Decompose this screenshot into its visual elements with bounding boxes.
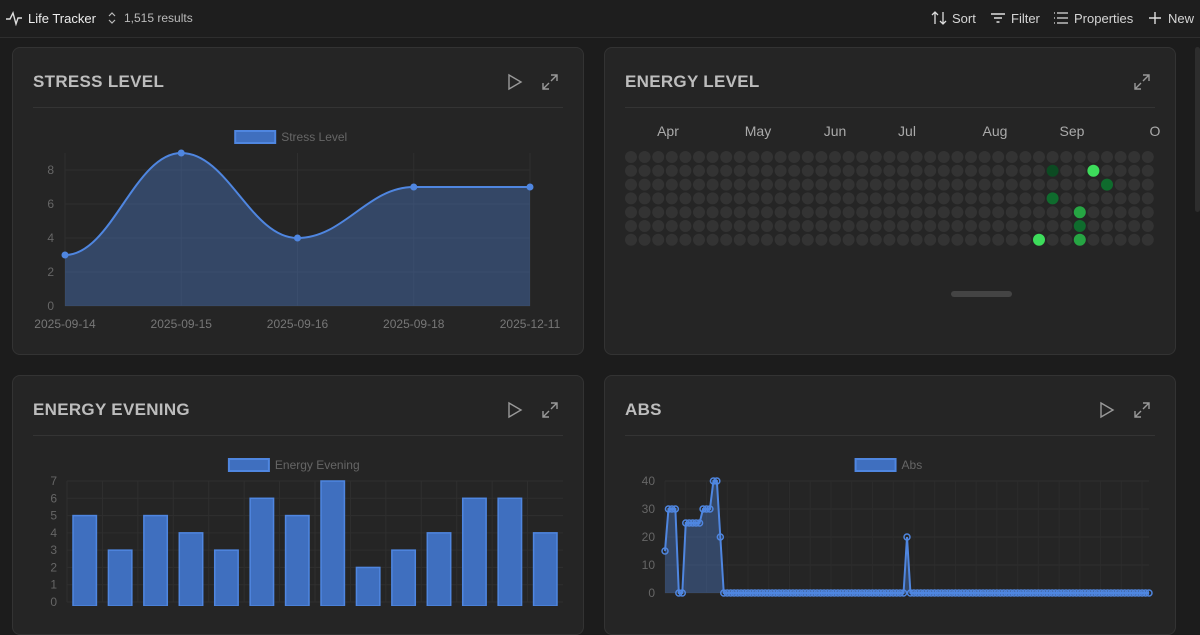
energy-level-card: ENERGY LEVEL (604, 47, 1176, 355)
top-bar: Life Tracker 1,515 results Sort Filter P… (0, 0, 1200, 38)
sort-button[interactable]: Sort (931, 10, 976, 26)
filter-label: Filter (1011, 10, 1040, 26)
plus-icon (1149, 12, 1161, 24)
play-icon[interactable] (1097, 400, 1117, 420)
new-label: New (1168, 10, 1195, 26)
divider (625, 435, 1155, 436)
sort-label: Sort (952, 10, 976, 26)
expand-icon[interactable] (1132, 400, 1152, 420)
expand-icon[interactable] (1132, 72, 1152, 92)
filter-icon (991, 13, 1005, 23)
properties-label: Properties (1074, 10, 1134, 26)
card-title: ENERGY EVENING (33, 400, 190, 419)
card-title: STRESS LEVEL (33, 72, 165, 91)
page-scrollbar[interactable] (1195, 47, 1200, 212)
divider (625, 107, 1155, 108)
database-switcher[interactable]: Life Tracker (5, 10, 119, 26)
filter-button[interactable]: Filter (990, 10, 1040, 26)
card-title: ABS (625, 400, 662, 419)
list-icon (1054, 12, 1068, 24)
expand-icon[interactable] (540, 400, 560, 420)
database-title: Life Tracker (28, 10, 96, 26)
divider (33, 107, 563, 108)
expand-icon[interactable] (540, 72, 560, 92)
stress-level-card: STRESS LEVEL (12, 47, 584, 355)
properties-button[interactable]: Properties (1053, 10, 1133, 26)
activity-icon (6, 11, 22, 26)
energy-evening-card: ENERGY EVENING (12, 375, 584, 635)
play-icon[interactable] (505, 72, 525, 92)
chevron-updown-icon (108, 12, 116, 24)
new-button[interactable]: New (1147, 10, 1194, 26)
sort-icon (931, 11, 947, 25)
divider (33, 435, 563, 436)
results-count: 1,515 results (124, 11, 193, 25)
card-title: ENERGY LEVEL (625, 72, 760, 91)
play-icon[interactable] (505, 400, 525, 420)
abs-card: ABS (604, 375, 1176, 635)
